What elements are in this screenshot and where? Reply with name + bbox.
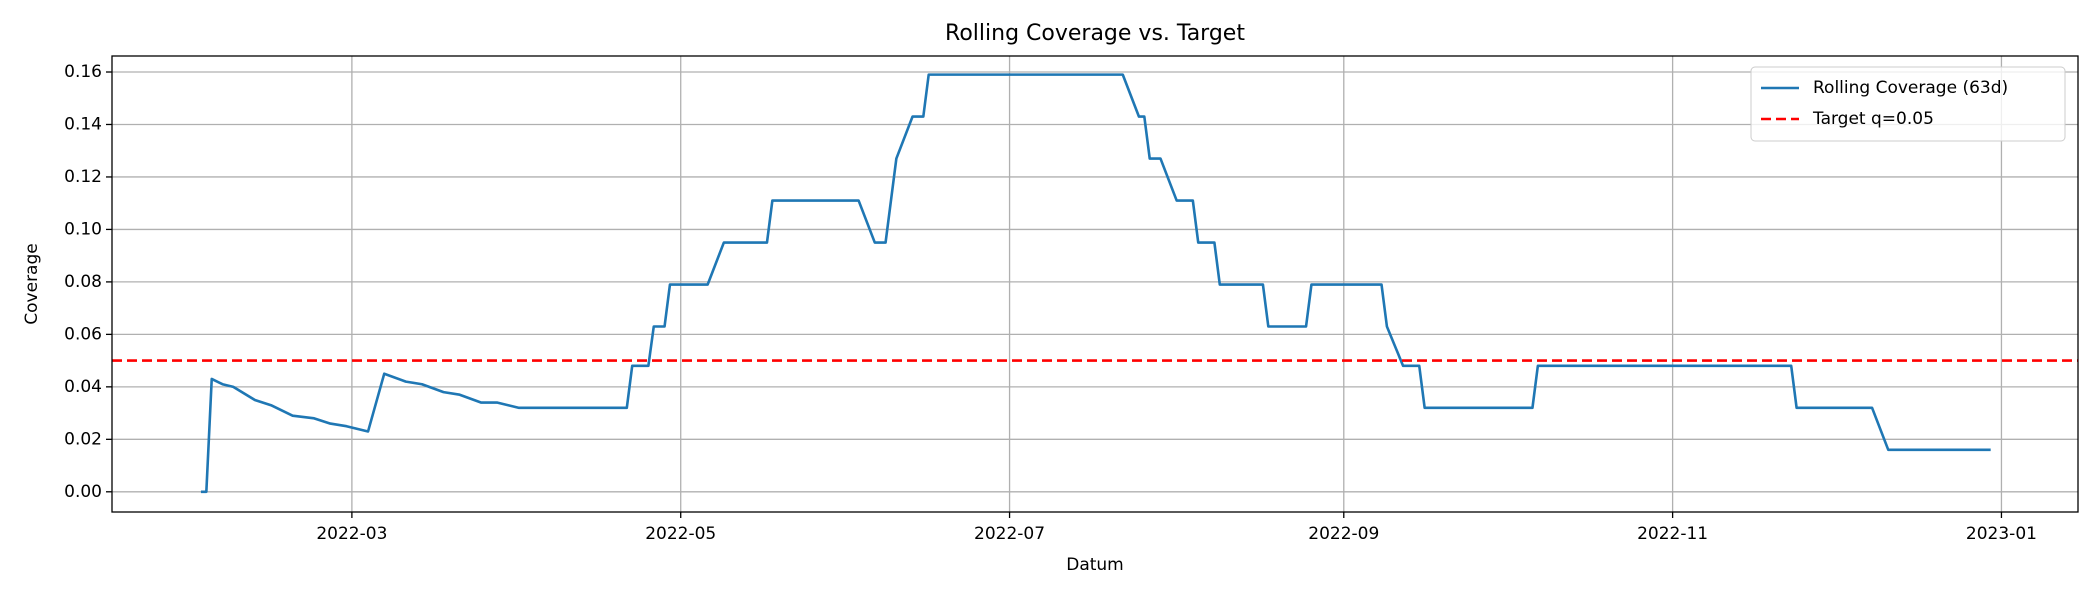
x-tick-label: 2023-01 — [1966, 524, 2037, 544]
y-tick-label: 0.00 — [64, 482, 102, 502]
chart-title: Rolling Coverage vs. Target — [945, 21, 1245, 46]
x-axis-label: Datum — [1066, 555, 1124, 575]
y-tick-label: 0.14 — [64, 114, 102, 134]
y-tick-label: 0.08 — [64, 272, 102, 292]
x-tick-label: 2022-11 — [1637, 524, 1708, 544]
legend: Rolling Coverage (63d) Target q=0.05 — [1750, 66, 2066, 142]
legend-box — [1750, 66, 2066, 142]
x-tick-label: 2022-09 — [1308, 524, 1379, 544]
y-tick-label: 0.16 — [64, 62, 102, 82]
y-tick-label: 0.10 — [64, 219, 102, 239]
x-tick-label: 2022-03 — [316, 524, 387, 544]
x-tick-label: 2022-07 — [974, 524, 1045, 544]
legend-label: Rolling Coverage (63d) — [1813, 78, 2008, 98]
x-tick-label: 2022-05 — [645, 524, 716, 544]
y-tick-label: 0.06 — [64, 324, 102, 344]
plot-frame — [111, 55, 2079, 513]
y-tick-label: 0.04 — [64, 377, 102, 397]
y-axis-label: Coverage — [22, 243, 42, 324]
legend-label: Target q=0.05 — [1812, 109, 1934, 129]
y-tick-label: 0.12 — [64, 167, 102, 187]
series-line — [200, 73, 1991, 494]
y-tick-label: 0.02 — [64, 429, 102, 449]
